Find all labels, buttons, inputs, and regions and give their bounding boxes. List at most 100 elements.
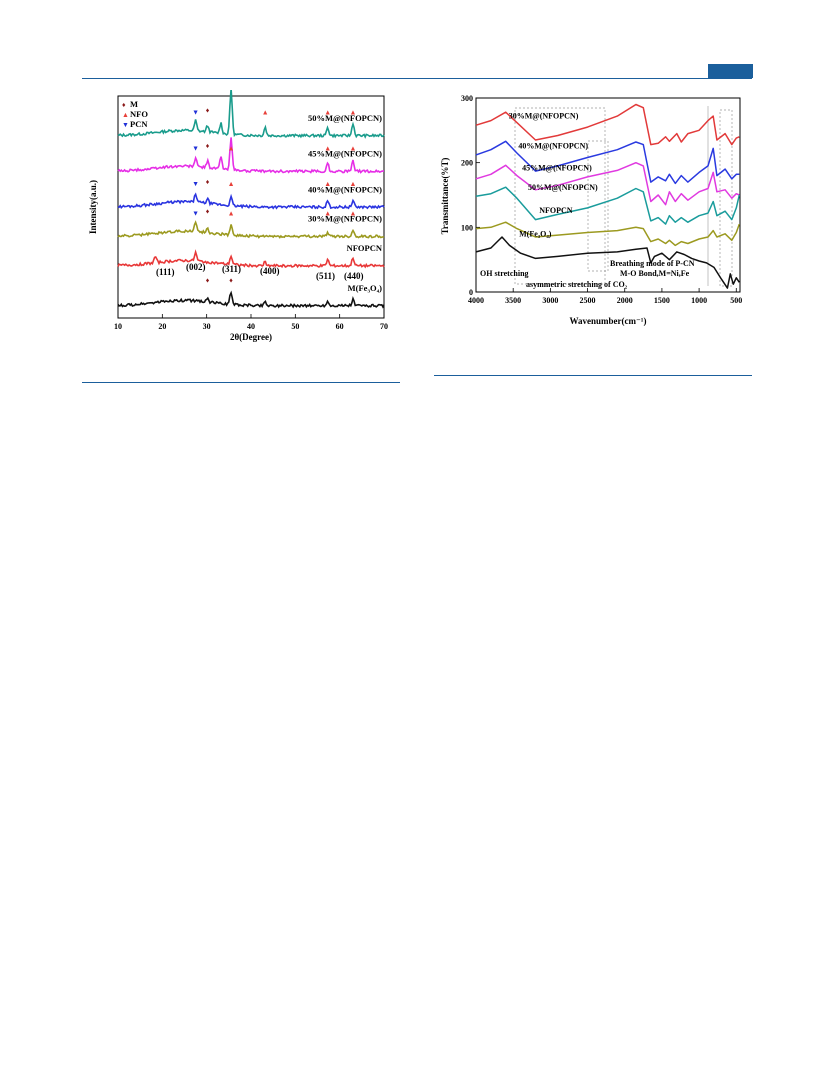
- figure-b-ftir: 4000 3500 3000 2500 2000 1500 1000 500 0 100 200 30…: [434, 86, 752, 332]
- journal-header-rule: [82, 78, 752, 79]
- miller-index-440: (440): [344, 271, 364, 281]
- xrd-series-line: [117, 220, 385, 239]
- ftir-axis-ticks: 4000 3500 3000 2500 2000 1500 1000 500 0 100 200 30…: [461, 94, 742, 305]
- xrd-series-label: 40%M@(NFOPCN): [308, 184, 382, 194]
- ftir-x-tick-label: 500: [730, 296, 742, 305]
- xrd-peak-marker: ▼: [192, 180, 199, 188]
- co2-region-box: [587, 140, 609, 272]
- ftir-y-tick-label: 0: [469, 288, 473, 297]
- xrd-peak-marker: ♦: [229, 277, 233, 285]
- xrd-peak-marker: ♦: [206, 178, 210, 186]
- ftir-series-label: M(Fe₃O₄): [519, 229, 552, 238]
- ftir-series-label: 50%M@(NFOPCN): [528, 183, 598, 192]
- miller-index-511: (511): [316, 271, 335, 281]
- xrd-series-label: NFOPCN: [347, 243, 383, 253]
- xrd-peak-marker: ▲: [228, 209, 235, 217]
- xrd-peak-marker: ▲: [262, 109, 269, 117]
- xrd-peak-marker: ▲: [324, 180, 331, 188]
- legend-symbol: ▼: [122, 121, 129, 129]
- xrd-peak-markers: ▼▼▼▼♦♦♦♦♦♦▲▲▲▲▲▲▲▲▲▲▲▲▲: [192, 67, 356, 285]
- xrd-series-label: M(Fe₃O₄): [348, 283, 383, 293]
- xrd-peak-marker: ♦: [206, 142, 210, 150]
- xrd-peak-marker: ▲: [324, 109, 331, 117]
- ftir-series-line: [475, 161, 740, 206]
- ftir-series-line: [475, 236, 740, 289]
- xrd-peak-marker: ▲: [349, 209, 356, 217]
- xrd-peak-marker: ▲: [349, 180, 356, 188]
- ftir-x-tick-label: 2000: [617, 296, 633, 305]
- xrd-peak-marker: ♦: [206, 107, 210, 115]
- xrd-peak-marker: ♦: [206, 207, 210, 215]
- ftir-x-tick-label: 1000: [691, 296, 707, 305]
- xrd-peak-marker: ▲: [349, 109, 356, 117]
- ftir-x-tick-label: 2500: [580, 296, 596, 305]
- ftir-series-label: 45%M@(NFOPCN): [522, 163, 592, 172]
- xrd-y-axis-label: Intensity(a.u.): [88, 180, 98, 234]
- ftir-x-tick-label: 3000: [542, 296, 558, 305]
- ftir-x-axis-label: Wavenumber(cm⁻¹): [570, 316, 647, 326]
- xrd-x-tick-label: 50: [291, 322, 299, 331]
- legend-symbol: ▲: [122, 111, 129, 119]
- ftir-series-line: [475, 103, 740, 146]
- ftir-chart: 4000 3500 3000 2500 2000 1500 1000 500 0 100 200 30…: [440, 94, 742, 326]
- journal-header-tab: [708, 64, 753, 78]
- xrd-series-label: 45%M@(NFOPCN): [308, 149, 382, 159]
- miller-index-002: (002): [186, 262, 206, 272]
- xrd-peak-marker: ▲: [228, 180, 235, 188]
- legend-symbol: ♦: [122, 101, 126, 109]
- xrd-peak-marker: ▲: [228, 144, 235, 152]
- xrd-x-tick-label: 60: [336, 322, 344, 331]
- annotation-co2: asymmetric stretching of CO₂: [526, 280, 628, 289]
- ftir-y-tick-label: 300: [461, 94, 473, 103]
- xrd-peak-marker: ♦: [206, 277, 210, 285]
- ftir-y-axis-label: Transmittance(%T): [440, 158, 450, 235]
- xrd-x-tick-label: 20: [158, 322, 166, 331]
- xrd-peak-marker: ▲: [324, 209, 331, 217]
- xrd-x-axis-label: 2θ(Degree): [230, 332, 272, 342]
- xrd-x-tick-label: 10: [114, 322, 122, 331]
- xrd-curves: [117, 88, 385, 309]
- xrd-x-tick-label: 30: [203, 322, 211, 331]
- ftir-x-tick-label: 1500: [654, 296, 670, 305]
- xrd-series-line: [117, 192, 385, 210]
- legend-label: NFO: [130, 109, 148, 119]
- ftir-curves: [475, 103, 741, 289]
- xrd-peak-marker: ▲: [349, 144, 356, 152]
- xrd-series-label: 50%M@(NFOPCN): [308, 113, 382, 123]
- miller-index-400: (400): [260, 266, 280, 276]
- annotation-oh-stretching: OH stretching: [480, 269, 529, 278]
- caption-rule-b: [434, 375, 752, 376]
- xrd-x-tick-label: 70: [380, 322, 388, 331]
- xrd-series-labels: 50%M@(NFOPCN) 45%M@(NFOPCN) 40%M@(NFOPCN) 3…: [308, 113, 383, 293]
- ftir-series-label: 30%M@(NFOPCN): [509, 112, 579, 121]
- legend-label: M: [130, 99, 138, 109]
- xrd-peak-marker: ▲: [324, 144, 331, 152]
- xrd-peak-marker: ▼: [192, 109, 199, 117]
- ftir-series-label: NFOPCN: [539, 206, 573, 215]
- xrd-series-label: 30%M@(NFOPCN): [308, 214, 382, 224]
- xrd-x-tick-label: 40: [247, 322, 255, 331]
- xrd-peak-marker: ▼: [192, 144, 199, 152]
- xrd-series-line: [117, 290, 385, 309]
- ftir-y-tick-label: 100: [461, 223, 473, 232]
- xrd-series-line: [117, 137, 384, 174]
- xrd-series-line: [117, 249, 385, 269]
- ftir-x-tick-label: 3500: [505, 296, 521, 305]
- xrd-x-ticks: 10 20 30 40 50 60 70: [114, 314, 388, 331]
- annotation-mo-bond: M-O Bond,M=Ni,Fe: [620, 269, 690, 278]
- ftir-series-line: [475, 186, 741, 225]
- xrd-peak-marker: ▼: [192, 209, 199, 217]
- caption-rule-a: [82, 382, 400, 383]
- xrd-legend: ♦ M▲ NFO▼ PCN: [122, 99, 148, 129]
- ftir-series-labels: 30%M@(NFOPCN) 40%M@(NFOPCN) 45%M@(NFOPCN) 5…: [509, 112, 598, 239]
- miller-index-111: (111): [156, 267, 175, 277]
- figure-a-xrd: 10 20 30 40 50 60 70 50%M@(NFOPCN) 45%M@(NFOPCN…: [82, 67, 400, 348]
- ftir-y-tick-label: 200: [461, 159, 473, 168]
- ftir-x-tick-label: 4000: [468, 296, 484, 305]
- miller-index-311: (311): [222, 264, 241, 274]
- ftir-series-line: [475, 140, 740, 185]
- xrd-series-line: [117, 88, 385, 139]
- ftir-series-label: 40%M@(NFOPCN): [518, 141, 588, 150]
- ftir-series-line: [475, 221, 741, 247]
- xrd-chart: 10 20 30 40 50 60 70 50%M@(NFOPCN) 45%M@(NFOPCN…: [88, 67, 388, 342]
